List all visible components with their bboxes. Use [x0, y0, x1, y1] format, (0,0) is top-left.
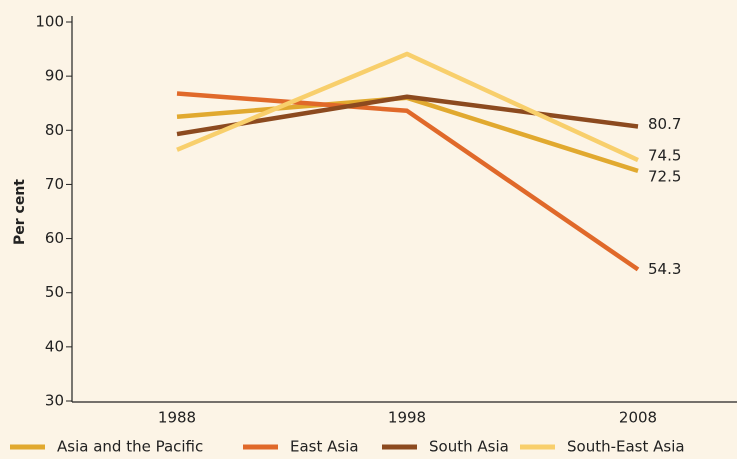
data-label: 54.3	[648, 260, 681, 278]
y-tick-label: 60	[45, 229, 64, 247]
data-label: 80.7	[648, 115, 681, 133]
line	[176, 94, 639, 137]
x-tick-label: 1998	[388, 409, 426, 427]
y-tick-label: 100	[35, 13, 64, 31]
x-tick-label: 1988	[158, 409, 196, 427]
y-tick-label: 50	[45, 283, 64, 301]
line	[176, 91, 640, 272]
legend-label: East Asia	[290, 438, 359, 456]
legend-label: Asia and the Pacific	[57, 438, 203, 456]
data-label: 72.5	[648, 167, 681, 185]
data-label: 74.5	[648, 147, 681, 165]
y-tick-label: 30	[45, 392, 64, 410]
legend-label: South-East Asia	[567, 438, 685, 456]
y-tick-label: 40	[45, 337, 64, 355]
y-tick-label: 80	[45, 121, 64, 139]
y-tick-label: 70	[45, 175, 64, 193]
y-axis-label: Per cent	[12, 179, 28, 245]
legend-label: South Asia	[429, 438, 509, 456]
y-tick-label: 90	[45, 67, 64, 85]
line	[176, 51, 639, 163]
x-tick-label: 2008	[619, 409, 657, 427]
